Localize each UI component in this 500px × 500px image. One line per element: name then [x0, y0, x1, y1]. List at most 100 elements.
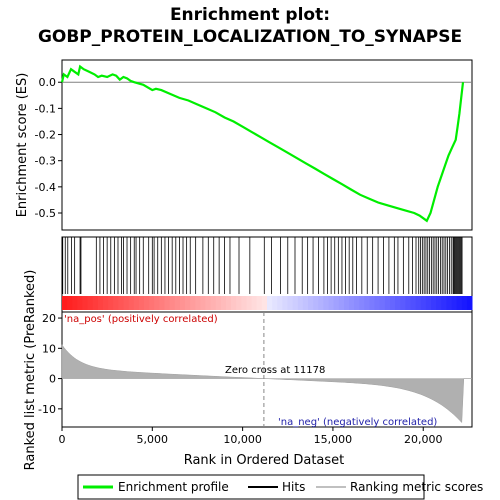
rank-bar-segment — [379, 296, 386, 310]
rank-bar-segment — [267, 296, 273, 310]
zero-cross-label: Zero cross at 11178 — [225, 365, 325, 376]
ranking-metric-area — [61, 343, 473, 424]
rank-bar-segment — [400, 296, 406, 310]
rank-bar-segment — [338, 296, 345, 310]
rank-bar-segment — [164, 296, 171, 310]
rank-bar-segment — [441, 296, 447, 310]
rank-bar-segment — [195, 296, 201, 310]
rank-bar-segment — [461, 296, 468, 310]
hits-panel — [61, 236, 473, 313]
rank-bar-segment — [159, 296, 165, 310]
rank-bar-segment — [431, 296, 437, 310]
metric-y-tick-label: 10 — [42, 342, 56, 355]
legend-label-metric: Ranking metric scores — [350, 480, 483, 494]
rank-bar-segment — [246, 296, 253, 310]
es-y-tick-label: -0.1 — [35, 102, 56, 115]
rank-bar-segment — [369, 296, 376, 310]
rank-bar-segment — [82, 296, 89, 310]
rank-bar-segment — [210, 296, 217, 310]
rank-bar-segment — [359, 296, 365, 310]
negative-correlation-label: 'na_neg' (negatively correlated) — [278, 417, 437, 428]
metric-y-tick-label: 20 — [42, 312, 56, 325]
rank-bar-segment — [390, 296, 396, 310]
rank-bar-segment — [174, 296, 181, 310]
rank-bar-segment — [456, 296, 463, 310]
rank-bar-segment — [87, 296, 94, 310]
rank-bar-segment — [251, 296, 258, 310]
hit-lines — [62, 237, 463, 294]
es-y-tick-label: -0.2 — [35, 129, 56, 142]
rank-bar-segment — [97, 296, 104, 310]
rank-bar-segment — [302, 296, 309, 310]
legend: Enrichment profile Hits Ranking metric s… — [77, 474, 483, 500]
metric-panel: 20 10 0 -10 0 5,000 10,000 15,000 20,000 'na_po… — [23, 270, 473, 470]
rank-bar-segment — [313, 296, 319, 310]
rank-bar-segment — [287, 296, 294, 310]
rank-bar-segment — [133, 296, 140, 310]
rank-bar-segment — [128, 296, 135, 310]
rank-bar-segment — [425, 296, 432, 310]
metric-y-tick-label: -10 — [38, 403, 56, 416]
x-axis: 0 5,000 10,000 15,000 20,000 — [59, 427, 443, 446]
rank-bar-segment — [374, 296, 381, 310]
rank-bar-segment — [77, 296, 83, 310]
rank-bar-segment — [138, 296, 145, 310]
rank-bar-segment — [190, 296, 196, 310]
es-y-tick-label: -0.5 — [35, 207, 56, 220]
rank-bar-segment — [318, 296, 324, 310]
x-tick-label: 15,000 — [314, 433, 353, 446]
rank-bar-segment — [154, 296, 160, 310]
chart-title-line-1: Enrichment plot: — [170, 5, 330, 25]
es-y-tick-label: -0.3 — [35, 155, 56, 168]
metric-y-axis: 20 10 0 -10 — [38, 312, 62, 416]
rank-bar-segment — [67, 296, 73, 310]
rank-bar-segment — [364, 296, 370, 310]
rank-bar-segment — [236, 296, 242, 310]
rank-bar-segment — [231, 296, 237, 310]
rank-bar-segment — [308, 296, 314, 310]
x-tick-label: 20,000 — [404, 433, 443, 446]
es-y-axis-label: Enrichment score (ES) — [15, 73, 30, 218]
es-plot-frame — [61, 59, 473, 231]
rank-bar-segment — [343, 296, 350, 310]
rank-bar-segment — [420, 296, 427, 310]
es-panel: 0.0 -0.1 -0.2 -0.3 -0.4 -0.5 Enrichment score… — [15, 59, 473, 231]
rank-bar-segment — [333, 296, 340, 310]
rank-bar-segment — [256, 296, 263, 310]
rank-bar-segment — [103, 296, 109, 310]
x-tick-label: 10,000 — [223, 433, 262, 446]
rank-bar-segment — [446, 296, 452, 310]
legend-label-enrichment: Enrichment profile — [118, 480, 229, 494]
rank-bar-segment — [415, 296, 422, 310]
rank-bar-segment — [144, 296, 150, 310]
rank-bar-segment — [261, 296, 268, 310]
x-tick-label: 5,000 — [137, 433, 169, 446]
enrichment-profile-line — [60, 64, 465, 223]
rank-bar-segment — [282, 296, 288, 310]
rank-bar-segment — [179, 296, 186, 310]
rank-bar-segment — [410, 296, 417, 310]
rank-color-bar — [62, 296, 473, 310]
x-axis-label: Rank in Ordered Dataset — [184, 453, 345, 468]
rank-bar-segment — [405, 296, 411, 310]
rank-bar-segment — [436, 296, 442, 310]
rank-bar-segment — [272, 296, 278, 310]
rank-bar-segment — [118, 296, 124, 310]
rank-bar-segment — [149, 296, 155, 310]
chart-title-line-2: GOBP_PROTEIN_LOCALIZATION_TO_SYNAPSE — [38, 27, 462, 47]
metric-plot-frame — [61, 311, 473, 428]
rank-bar-segment — [185, 296, 191, 310]
rank-bar-segment — [328, 296, 335, 310]
es-y-axis: 0.0 -0.1 -0.2 -0.3 -0.4 -0.5 — [35, 76, 62, 220]
rank-bar-segment — [215, 296, 222, 310]
rank-bar-segment — [354, 296, 360, 310]
rank-bar-segment — [123, 296, 130, 310]
rank-bar-segment — [451, 296, 458, 310]
positive-correlation-label: 'na_pos' (positively correlated) — [64, 314, 218, 325]
rank-bar-segment — [205, 296, 212, 310]
es-y-tick-label: -0.4 — [35, 181, 56, 194]
rank-bar-segment — [323, 296, 329, 310]
es-y-tick-label: 0.0 — [39, 76, 57, 89]
rank-bar-segment — [200, 296, 206, 310]
